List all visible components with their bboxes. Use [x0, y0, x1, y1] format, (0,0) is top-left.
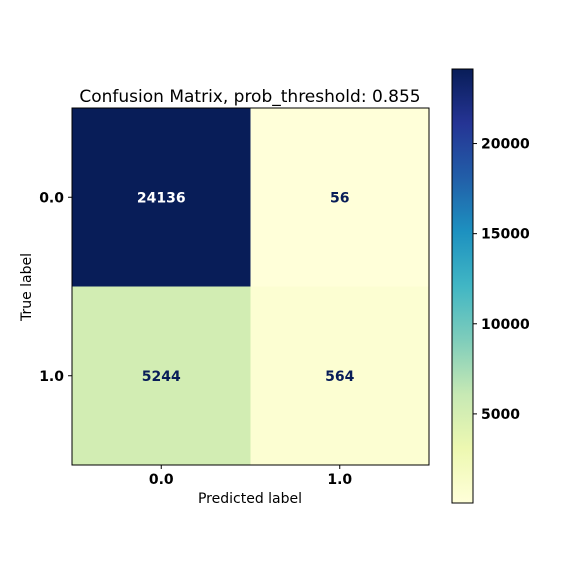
y-axis-ticks: 0.0 1.0: [39, 190, 72, 385]
heatmap-cells: [72, 108, 429, 465]
chart-title: Confusion Matrix, prob_threshold: 0.855: [79, 87, 420, 107]
colorbar-tick-label: 20000: [481, 137, 530, 153]
y-tick-label: 0.0: [39, 190, 64, 206]
cell-value-label: 564: [325, 369, 354, 385]
heatmap-cell: [250, 108, 429, 287]
colorbar-tick-label: 10000: [481, 317, 530, 333]
x-tick-label: 1.0: [327, 472, 352, 488]
colorbar-tick-label: 5000: [481, 407, 520, 423]
colorbar-ticks: 5000 10000 15000 20000: [473, 137, 530, 423]
y-tick-label: 1.0: [39, 369, 64, 385]
heatmap-cell-labels: 24136 56 5244 564: [137, 190, 355, 385]
cell-value-label: 5244: [142, 369, 181, 385]
heatmap-cell: [250, 286, 429, 465]
x-tick-label: 0.0: [149, 472, 174, 488]
x-axis-ticks: 0.0 1.0: [149, 465, 352, 488]
heatmap-cell: [72, 108, 251, 287]
x-axis-label: Predicted label: [198, 491, 302, 507]
cell-value-label: 56: [330, 190, 349, 206]
cell-value-label: 24136: [137, 190, 186, 206]
heatmap-frame: [71, 107, 430, 466]
colorbar: [451, 68, 474, 504]
colorbar-tick-label: 15000: [481, 227, 530, 243]
heatmap-cell: [72, 286, 251, 465]
y-axis-label: True label: [19, 253, 35, 322]
